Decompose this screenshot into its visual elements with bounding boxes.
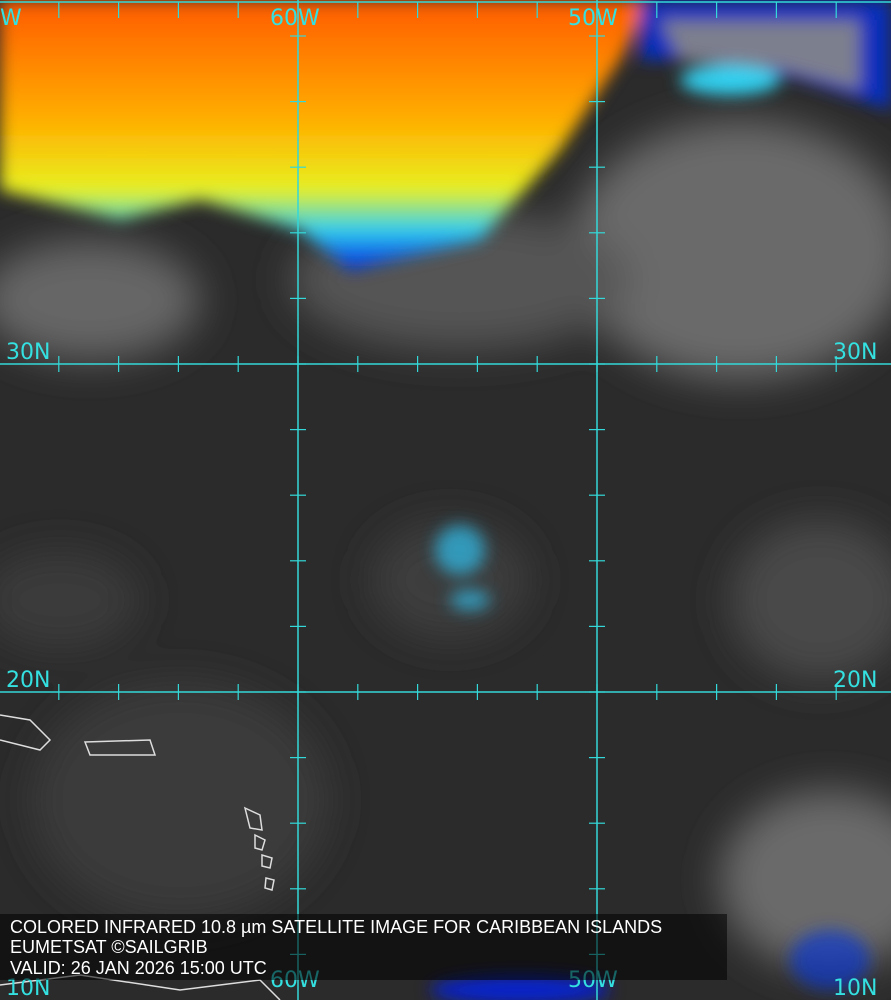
lon-label-top-60w: 60W <box>270 6 320 31</box>
lat-label-left-30n: 30N <box>6 340 51 365</box>
lon-label-top-70w: W <box>0 6 22 31</box>
lat-label-left-10n: 10N <box>6 976 51 1000</box>
lat-label-left-20n: 20N <box>6 668 51 693</box>
lat-label-right-30n: 30N <box>833 340 878 365</box>
caption-box: COLORED INFRARED 10.8 µm SATELLITE IMAGE… <box>0 914 727 980</box>
lat-label-right-10n: 10N <box>833 976 878 1000</box>
grid-ticks <box>58 2 837 956</box>
caption-credit: EUMETSAT ©SAILGRIB <box>10 937 208 957</box>
caption-valid-time: VALID: 26 JAN 2026 15:00 UTC <box>10 958 267 978</box>
lon-label-top-50w: 50W <box>568 6 618 31</box>
caption-title: COLORED INFRARED 10.8 µm SATELLITE IMAGE… <box>10 917 663 937</box>
lat-label-right-20n: 20N <box>833 668 878 693</box>
